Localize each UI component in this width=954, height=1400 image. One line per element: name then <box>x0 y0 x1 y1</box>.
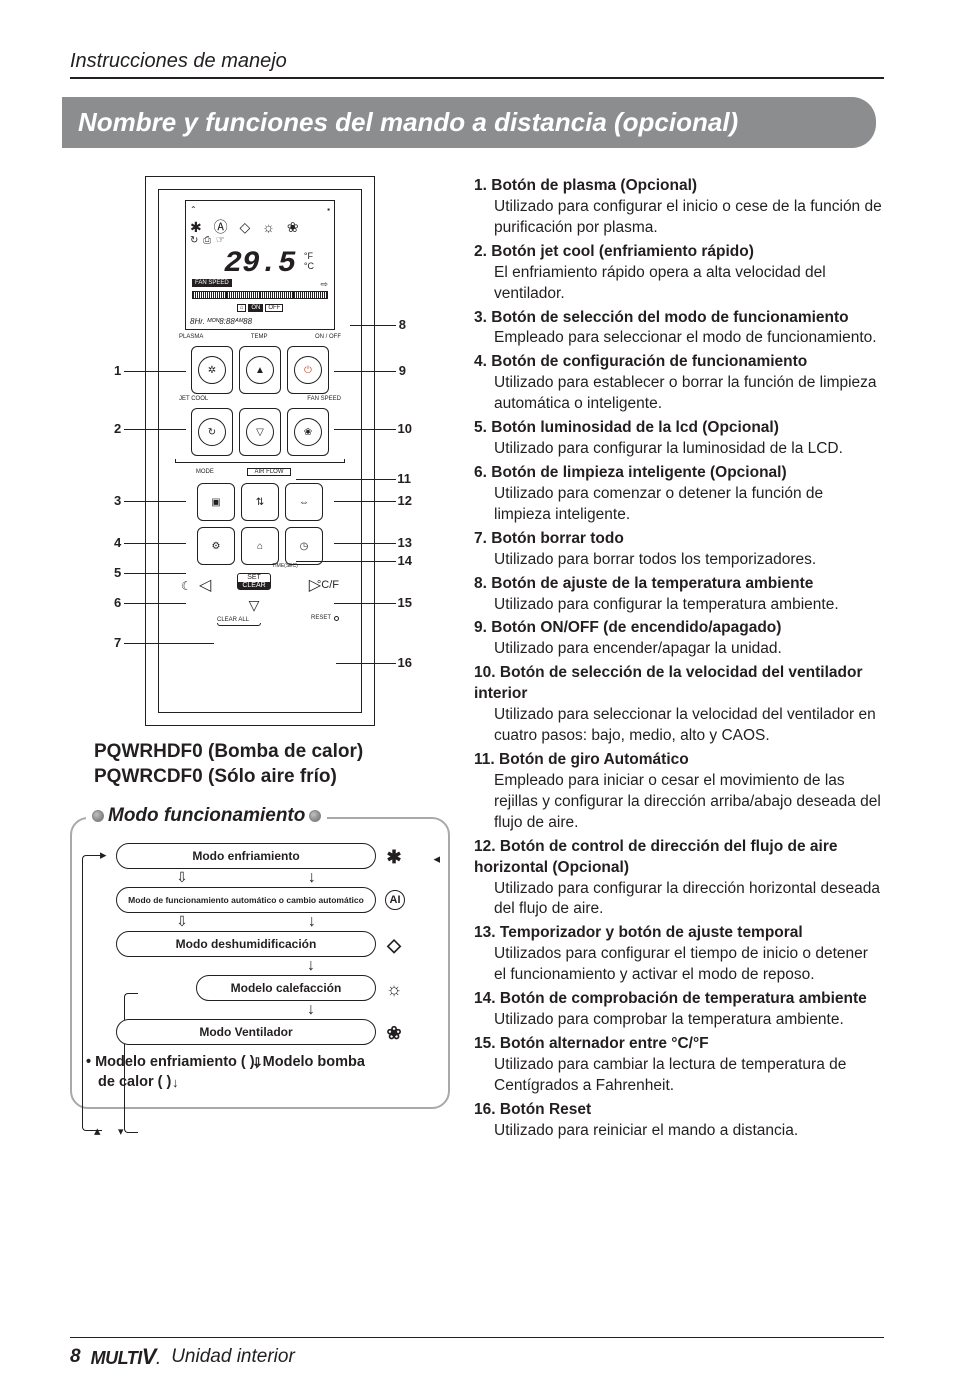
button-row-4: ⚙ ⌂ ◷ <box>159 527 361 565</box>
mode-button[interactable]: ▣ <box>197 483 235 521</box>
remote-inner: ⌃▪ ✱ Ⓐ ◇ ☼ ❀ ↻ ⎙ ☞ 29.5 °F°C FAN SPEED ⇨… <box>158 189 362 713</box>
callout-12: 12 <box>398 493 412 508</box>
lcd-fanspeed: FAN SPEED <box>192 279 232 287</box>
model-line-2: PQWRCDF0 (Sólo aire frío) <box>94 765 450 790</box>
callout-11: 11 <box>397 471 411 486</box>
mode-pill-cooling: Modo enfriamiento ✱ <box>116 843 376 869</box>
description-item: 15. Botón alternador entre °C/°FUtilizad… <box>474 1034 884 1097</box>
description-item: 8. Botón de ajuste de la temperatura amb… <box>474 574 884 616</box>
plasma-button[interactable]: ✲ <box>191 346 233 394</box>
callout-2: 2 <box>114 421 121 436</box>
sun-icon: ☼ <box>383 978 405 1000</box>
brand-logo: MULTIV. <box>91 1344 162 1370</box>
page-footer: 8 MULTIV. Unidad interior <box>70 1337 884 1370</box>
description-item: 1. Botón de plasma (Opcional)Utilizado p… <box>474 176 884 239</box>
remote-illustration: ⌃▪ ✱ Ⓐ ◇ ☼ ❀ ↻ ⎙ ☞ 29.5 °F°C FAN SPEED ⇨… <box>145 176 375 726</box>
body-row: ⌃▪ ✱ Ⓐ ◇ ☼ ❀ ↻ ⎙ ☞ 29.5 °F°C FAN SPEED ⇨… <box>70 176 884 1145</box>
config-button[interactable]: ⚙ <box>197 527 235 565</box>
callout-9: 9 <box>399 363 406 378</box>
page-number: 8 <box>70 1346 81 1368</box>
mode-pill-heating: Modelo calefacción ☼ <box>196 975 376 1001</box>
mode-box: Modo funcionamiento ▸ ▴ ▾ Modo enfriamie <box>70 817 450 1108</box>
callout-7: 7 <box>114 635 121 650</box>
auto-icon: AI <box>385 890 405 910</box>
lcd-temp-unit: °F°C <box>304 251 314 271</box>
lcd-mode-icons: ✱ Ⓐ ◇ ☼ ❀ <box>190 217 303 237</box>
fan-icon: ❀ <box>383 1022 405 1044</box>
right-column: 1. Botón de plasma (Opcional)Utilizado p… <box>474 176 884 1145</box>
description-item: 12. Botón de control de dirección del fl… <box>474 837 884 921</box>
description-item: 2. Botón jet cool (enfriamiento rápido)E… <box>474 242 884 305</box>
remote-lcd: ⌃▪ ✱ Ⓐ ◇ ☼ ❀ ↻ ⎙ ☞ 29.5 °F°C FAN SPEED ⇨… <box>185 200 335 330</box>
bullet-icon <box>309 810 321 822</box>
section-title: Instrucciones de manejo <box>70 50 884 73</box>
lcd-timer-line: 8Hr. ᴹᴼᴺ8:88ᴬᴹ88 <box>190 317 252 326</box>
left-column: ⌃▪ ✱ Ⓐ ◇ ☼ ❀ ↻ ⎙ ☞ 29.5 °F°C FAN SPEED ⇨… <box>70 176 450 1145</box>
callout-1: 1 <box>114 363 121 378</box>
title-banner-text: Nombre y funciones del mando a distancia… <box>78 107 738 137</box>
callout-5: 5 <box>114 565 121 580</box>
airflow-h-button[interactable]: ⇔ <box>285 483 323 521</box>
header-rule <box>70 77 884 79</box>
bullet-icon <box>92 810 104 822</box>
callout-13: 13 <box>398 535 412 550</box>
airflow-v-button[interactable]: ⇅ <box>241 483 279 521</box>
timer-button[interactable]: ⌂ <box>241 527 279 565</box>
mode-title: Modo funcionamiento <box>108 805 305 827</box>
description-item: 10. Botón de selección de la velocidad d… <box>474 663 884 747</box>
temp-down-button[interactable]: ▽ <box>239 408 281 456</box>
callout-8: 8 <box>399 317 406 332</box>
mode-pill-auto: Modo de funcionamiento automático o camb… <box>116 887 376 913</box>
snowflake-icon: ✱ <box>383 846 405 868</box>
footer-rule <box>70 1337 884 1338</box>
mode-pill-dehumid: Modo deshumidificación ◇ <box>116 931 376 957</box>
title-banner: Nombre y funciones del mando a distancia… <box>62 97 876 148</box>
button-row-2: ↻ ▽ ❀ <box>159 408 361 456</box>
clock-button[interactable]: ◷ <box>285 527 323 565</box>
lcd-feature-icons: ↻ ⎙ ☞ <box>190 235 226 246</box>
fanspeed-button[interactable]: ❀ <box>287 408 329 456</box>
callout-15: 15 <box>398 595 412 610</box>
onoff-button[interactable]: ⏻ <box>287 346 329 394</box>
description-item: 13. Temporizador y botón de ajuste tempo… <box>474 923 884 986</box>
model-subhead: PQWRHDF0 (Bomba de calor) PQWRCDF0 (Sólo… <box>70 740 450 789</box>
description-item: 5. Botón luminosidad de la lcd (Opcional… <box>474 418 884 460</box>
description-item: 14. Botón de comprobación de temperatura… <box>474 989 884 1031</box>
description-item: 6. Botón de limpieza inteligente (Opcion… <box>474 463 884 526</box>
description-item: 11. Botón de giro AutomáticoEmpleado par… <box>474 750 884 834</box>
callout-4: 4 <box>114 535 121 550</box>
mode-pill-fan: Modo Ventilador ❀ <box>116 1019 376 1045</box>
model-line-1: PQWRHDF0 (Bomba de calor) <box>94 740 450 765</box>
lcd-onoff: ⌂ONOFF <box>186 305 334 311</box>
temp-button[interactable]: ▲ <box>239 346 281 394</box>
jetcool-button[interactable]: ↻ <box>191 408 233 456</box>
description-item: 7. Botón borrar todoUtilizado para borra… <box>474 529 884 571</box>
callout-6: 6 <box>114 595 121 610</box>
button-row-1: ✲ ▲ ⏻ <box>159 346 361 394</box>
callout-16: 16 <box>398 655 412 670</box>
callout-10: 10 <box>398 421 412 436</box>
callout-3: 3 <box>114 493 121 508</box>
footer-tail: Unidad interior <box>171 1346 295 1368</box>
description-item: 9. Botón ON/OFF (de encendido/apagado)Ut… <box>474 618 884 660</box>
page-container: Instrucciones de manejo Nombre y funcion… <box>70 50 884 1145</box>
button-row-3: ▣ ⇅ ⇔ <box>159 483 361 521</box>
mode-footnote: • Modelo enfriamiento ( ), Modelo bomba … <box>86 1053 434 1092</box>
description-item: 16. Botón ResetUtilizado para reiniciar … <box>474 1100 884 1142</box>
description-item: 4. Botón de configuración de funcionamie… <box>474 352 884 415</box>
description-item: 3. Botón de selección del modo de funcio… <box>474 308 884 350</box>
callout-14: 14 <box>398 553 412 568</box>
drop-icon: ◇ <box>383 934 405 956</box>
mode-title-wrap: Modo funcionamiento <box>86 805 327 827</box>
